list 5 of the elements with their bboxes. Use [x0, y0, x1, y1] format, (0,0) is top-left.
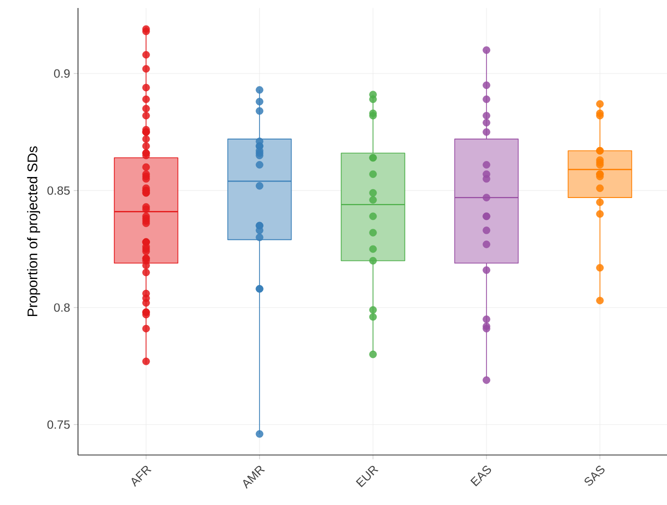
y-tick-label: 0.75 — [47, 420, 70, 429]
y-axis-title: Proportion of projected SDs — [27, 146, 40, 316]
y-tick-label: 0.85 — [47, 186, 70, 195]
y-tick-label: 0.9 — [54, 69, 70, 78]
y-tick-label: 0.8 — [54, 303, 70, 312]
